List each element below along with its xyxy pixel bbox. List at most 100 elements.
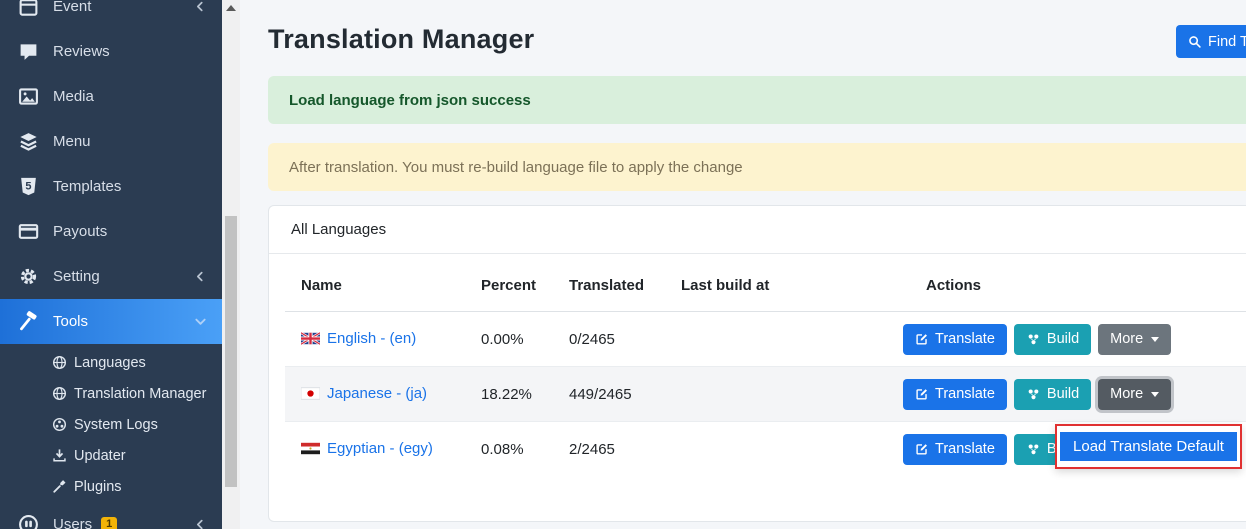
sidebar-item-translation-manager[interactable]: Translation Manager xyxy=(0,378,222,409)
column-header-percent: Percent xyxy=(465,254,553,312)
sidebar-item-reviews[interactable]: Reviews xyxy=(0,29,222,74)
hammer-icon xyxy=(18,311,39,332)
flag-japan-icon xyxy=(301,386,320,400)
sidebar-menu: Event Reviews Media xyxy=(0,0,222,529)
percent-value: 0.08% xyxy=(465,421,553,477)
sidebar-item-label: Setting xyxy=(53,268,100,285)
nodes-icon xyxy=(1026,332,1041,347)
sidebar-item-label: Event xyxy=(53,0,92,15)
table-row-japanese: Japanese - (ja) 18.22% 449/2465 Translat… xyxy=(285,366,1246,422)
system-logs-icon xyxy=(52,417,67,432)
gear-icon xyxy=(18,266,39,287)
sidebar-item-updater[interactable]: Updater xyxy=(0,440,222,471)
sidebar-item-menu[interactable]: Menu xyxy=(0,119,222,164)
sidebar-item-templates[interactable]: 5 Templates xyxy=(0,164,222,209)
sidebar-scrollbar[interactable] xyxy=(222,0,240,529)
edit-icon xyxy=(915,442,929,456)
language-link-egyptian[interactable]: Egyptian - (egy) xyxy=(301,440,433,457)
html5-icon: 5 xyxy=(18,176,39,197)
warning-alert: After translation. You must re-build lan… xyxy=(268,143,1246,191)
all-languages-card: All Languages Name Percent Translated La… xyxy=(268,205,1246,522)
build-label: Build xyxy=(1046,386,1080,402)
edit-icon xyxy=(915,332,929,346)
percent-value: 18.22% xyxy=(465,366,553,422)
globe-icon xyxy=(52,386,67,401)
card-header: All Languages xyxy=(269,206,1246,254)
translated-value: 2/2465 xyxy=(553,421,665,477)
last-build-value xyxy=(665,312,887,367)
find-translation-button[interactable]: Find Tra xyxy=(1176,25,1246,58)
sidebar-item-label: Menu xyxy=(53,133,91,150)
sidebar-item-label: Languages xyxy=(74,354,146,371)
layers-icon xyxy=(18,131,39,152)
nodes-icon xyxy=(1026,387,1041,402)
success-alert-text: Load language from json success xyxy=(289,91,531,109)
build-button[interactable]: Build xyxy=(1013,378,1092,410)
language-name: English - (en) xyxy=(327,329,417,347)
last-build-value xyxy=(665,366,887,422)
more-label: More xyxy=(1110,386,1144,402)
more-label: More xyxy=(1110,331,1144,347)
chevron-down-icon xyxy=(194,315,206,328)
build-label: Build xyxy=(1046,331,1080,347)
actions-group: Translate Build More xyxy=(903,378,1246,410)
more-button-open[interactable]: More xyxy=(1098,378,1172,410)
sidebar-submenu-tools: Languages Translation Manager System Log… xyxy=(0,344,222,502)
card-icon xyxy=(18,221,39,242)
column-header-actions: Actions xyxy=(887,254,1246,312)
sidebar-item-label: Updater xyxy=(74,447,126,464)
caret-down-icon xyxy=(1151,336,1160,342)
translate-label: Translate xyxy=(935,441,995,458)
comment-icon xyxy=(18,41,39,62)
sidebar-item-plugins[interactable]: Plugins xyxy=(0,471,222,502)
table-row-english: English - (en) 0.00% 0/2465 Translate xyxy=(285,312,1246,367)
language-name: Egyptian - (egy) xyxy=(327,439,433,457)
find-translation-label: Find Tra xyxy=(1208,33,1246,50)
language-link-english[interactable]: English - (en) xyxy=(301,330,416,347)
language-link-japanese[interactable]: Japanese - (ja) xyxy=(301,385,427,402)
sidebar-item-label: Translation Manager xyxy=(74,385,207,402)
sidebar-item-languages[interactable]: Languages xyxy=(0,347,222,378)
scrollbar-thumb[interactable] xyxy=(225,216,237,487)
flag-uk-icon xyxy=(301,331,320,345)
nodes-icon xyxy=(1026,442,1041,457)
chevron-left-icon xyxy=(194,0,206,13)
more-button[interactable]: More xyxy=(1098,323,1172,355)
translate-label: Translate xyxy=(935,386,995,402)
sidebar-item-users[interactable]: Users 1 xyxy=(0,502,222,529)
wrench-icon xyxy=(52,479,67,494)
sidebar-item-tools[interactable]: Tools xyxy=(0,299,222,344)
chevron-left-icon xyxy=(194,518,206,529)
sidebar-item-label: Tools xyxy=(53,313,89,330)
users-icon xyxy=(18,514,39,529)
column-header-last-build: Last build at xyxy=(665,254,887,312)
build-button[interactable]: Build xyxy=(1013,323,1092,355)
sidebar-item-payouts[interactable]: Payouts xyxy=(0,209,222,254)
chevron-left-icon xyxy=(194,270,206,283)
load-translate-default-item[interactable]: Load Translate Default xyxy=(1060,432,1237,461)
column-header-translated: Translated xyxy=(553,254,665,312)
sidebar-item-system-logs[interactable]: System Logs xyxy=(0,409,222,440)
svg-text:5: 5 xyxy=(25,181,31,193)
download-icon xyxy=(52,448,67,463)
translate-button[interactable]: Translate xyxy=(903,323,1007,355)
translate-button[interactable]: Translate xyxy=(903,378,1007,410)
more-dropdown-menu: Load Translate Default xyxy=(1055,424,1242,469)
scrollbar-arrow-up-icon[interactable] xyxy=(226,5,236,11)
table-header-row: Name Percent Translated Last build at Ac… xyxy=(285,254,1246,312)
globe-icon xyxy=(52,355,67,370)
sidebar-item-media[interactable]: Media xyxy=(0,74,222,119)
column-header-name: Name xyxy=(285,254,465,312)
calendar-icon xyxy=(18,0,39,17)
sidebar-item-label: System Logs xyxy=(74,416,158,433)
image-icon xyxy=(18,86,39,107)
page-title: Translation Manager xyxy=(268,24,535,54)
warning-alert-text: After translation. You must re-build lan… xyxy=(289,158,743,176)
actions-group: Translate Build More xyxy=(903,323,1246,355)
sidebar-item-setting[interactable]: Setting xyxy=(0,254,222,299)
translate-button[interactable]: Translate xyxy=(903,433,1007,465)
sidebar-item-event[interactable]: Event xyxy=(0,0,222,29)
caret-down-icon xyxy=(1151,391,1160,397)
users-count-badge: 1 xyxy=(101,517,118,529)
